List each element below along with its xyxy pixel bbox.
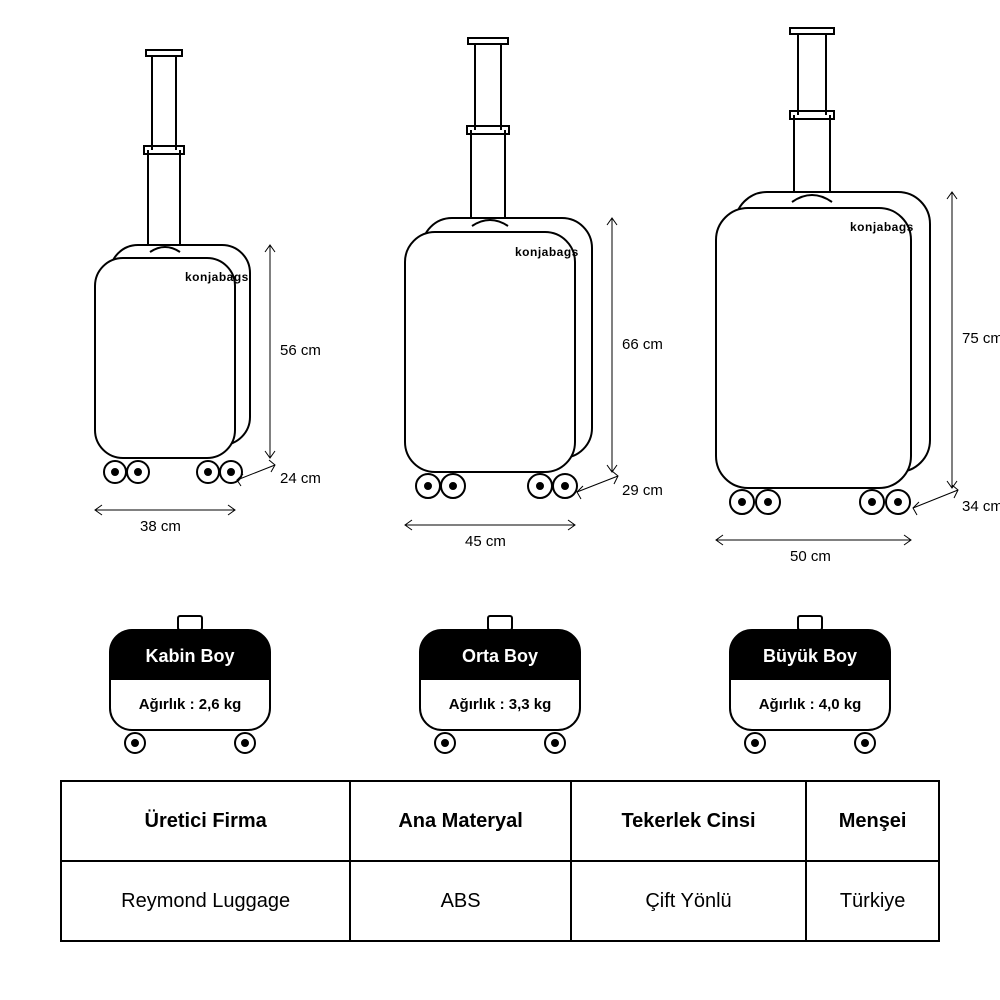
luggage-small: konjabags 56 cm 38 cm 24 cm [40, 20, 370, 580]
cell: ABS [350, 861, 570, 941]
badge-medium: Orta Boy Ağırlık : 3,3 kg [400, 610, 600, 760]
luggage-medium: konjabags 66 cm 45 cm 29 cm [360, 20, 690, 580]
table-row: Reymond Luggage ABS Çift Yönlü Türkiye [61, 861, 939, 941]
brand-label: konjabags [185, 270, 249, 284]
brand-label: konjabags [515, 245, 579, 259]
cell: Reymond Luggage [61, 861, 350, 941]
badge-weight: Ağırlık : 3,3 kg [400, 696, 600, 713]
height-label: 56 cm [280, 342, 321, 359]
depth-label: 24 cm [280, 470, 321, 487]
depth-label: 29 cm [622, 482, 663, 499]
badge-weight: Ağırlık : 4,0 kg [710, 696, 910, 713]
table-header-row: Üretici Firma Ana Materyal Tekerlek Cins… [61, 781, 939, 861]
spec-table: Üretici Firma Ana Materyal Tekerlek Cins… [60, 780, 940, 942]
luggage-dimension-row: konjabags 56 cm 38 cm 24 cm [0, 20, 1000, 580]
size-weight-badge-row: Kabin Boy Ağırlık : 2,6 kg Orta Boy Ağır… [0, 610, 1000, 770]
col-header: Ana Materyal [350, 781, 570, 861]
col-header: Tekerlek Cinsi [571, 781, 806, 861]
cell: Türkiye [806, 861, 939, 941]
width-label: 38 cm [140, 518, 181, 535]
badge-title: Orta Boy [400, 646, 600, 667]
width-label: 45 cm [465, 533, 506, 550]
depth-label: 34 cm [962, 498, 1000, 515]
badge-large: Büyük Boy Ağırlık : 4,0 kg [710, 610, 910, 760]
width-label: 50 cm [790, 548, 831, 565]
badge-title: Kabin Boy [90, 646, 290, 667]
col-header: Menşei [806, 781, 939, 861]
badge-cabin: Kabin Boy Ağırlık : 2,6 kg [90, 610, 290, 760]
cell: Çift Yönlü [571, 861, 806, 941]
brand-label: konjabags [850, 220, 914, 234]
height-label: 66 cm [622, 336, 663, 353]
infographic-stage: konjabags 56 cm 38 cm 24 cm [0, 0, 1000, 1000]
badge-title: Büyük Boy [710, 646, 910, 667]
luggage-large: konjabags 75 cm 50 cm 34 cm [680, 20, 1000, 580]
col-header: Üretici Firma [61, 781, 350, 861]
height-label: 75 cm [962, 330, 1000, 347]
badge-weight: Ağırlık : 2,6 kg [90, 696, 290, 713]
